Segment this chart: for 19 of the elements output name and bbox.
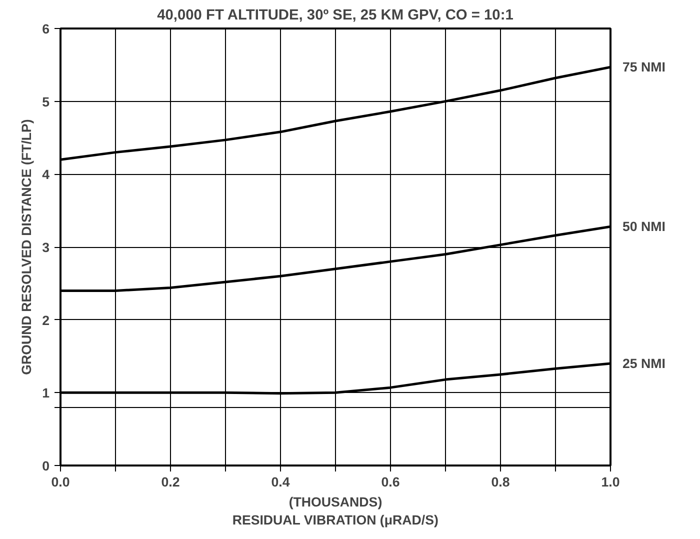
x-tick-label: 0.0	[51, 474, 70, 490]
series-label: 75 NMI	[622, 60, 666, 75]
y-axis-title: GROUND RESOLVED DISTANCE (FT/LP)	[19, 119, 34, 375]
y-tick-label: 1	[42, 386, 50, 401]
y-tick-label: 2	[42, 312, 50, 328]
chart-title: 40,000 FT ALTITUDE, 30º SE, 25 KM GPV, CO = 10:1	[157, 8, 514, 24]
y-tick-label: 6	[42, 22, 50, 36]
x-tick-label: 0.2	[161, 474, 180, 490]
y-tick-label: 3	[42, 240, 50, 255]
x-tick-label: 0.8	[491, 474, 510, 490]
series-label: 50 NMI	[622, 219, 666, 234]
y-tick-label: 0	[42, 458, 50, 474]
x-axis-title: (THOUSANDS) RESIDUAL VIBRATION (μRAD/S)	[232, 494, 438, 528]
y-tick-label: 4	[42, 167, 50, 182]
x-tick-label: 1.0	[601, 474, 620, 490]
series-label: 25 NMI	[622, 356, 666, 372]
x-tick-label: 0.4	[271, 474, 290, 490]
y-tick-label: 5	[42, 94, 50, 110]
x-tick-label: 0.6	[381, 474, 400, 490]
